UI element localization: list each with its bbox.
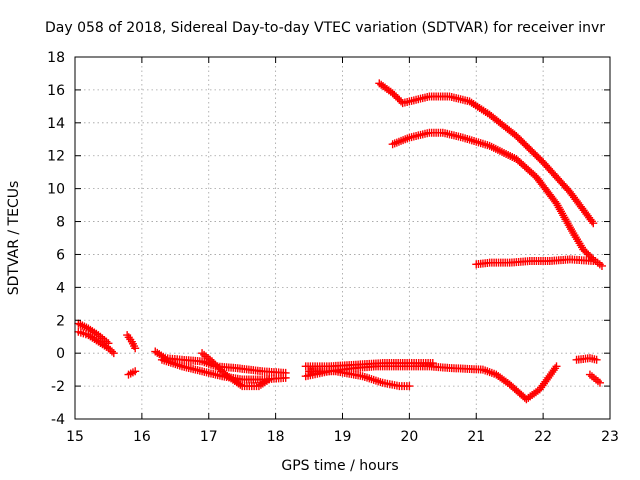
series-arc-c xyxy=(123,331,140,353)
data-point xyxy=(595,378,604,387)
series-arc-b xyxy=(74,327,118,358)
chart-title: Day 058 of 2018, Sidereal Day-to-day VTE… xyxy=(45,20,605,36)
x-tick-label: 17 xyxy=(200,429,218,445)
x-tick-label: 18 xyxy=(267,429,285,445)
data-point-interp xyxy=(108,347,117,356)
y-tick-label: 6 xyxy=(56,247,65,263)
data-point xyxy=(405,382,414,391)
series-arc-l xyxy=(585,370,604,387)
y-tick-label: 14 xyxy=(47,116,65,132)
series-arc-g xyxy=(198,349,273,391)
data-point-interp xyxy=(236,380,245,389)
x-tick-label: 23 xyxy=(601,429,619,445)
data-point xyxy=(589,257,598,266)
axis-ticks: 15 16 17 18 19 20 21 22 23 -4 -2 0 2 4 6 8 10 12 14 16 18 xyxy=(47,50,619,445)
data-point xyxy=(131,367,140,376)
data-point-interp xyxy=(551,364,560,373)
y-tick-label: -4 xyxy=(51,412,65,428)
data-point-interp xyxy=(587,217,596,226)
data-point xyxy=(131,344,140,353)
series-arc-d xyxy=(124,367,140,379)
y-tick-label: 12 xyxy=(47,149,65,165)
x-axis-label: GPS time / hours xyxy=(281,458,398,474)
y-tick-label: 8 xyxy=(56,215,65,231)
x-tick-label: 22 xyxy=(534,429,552,445)
x-tick-label: 21 xyxy=(467,429,485,445)
y-tick-label: -2 xyxy=(51,379,65,395)
y-tick-label: 0 xyxy=(56,346,65,362)
series-arc-m xyxy=(375,79,598,228)
series-arc-o xyxy=(472,255,598,269)
data-point xyxy=(264,375,273,384)
x-tick-label: 16 xyxy=(133,429,151,445)
x-tick-label: 19 xyxy=(334,429,352,445)
data-point xyxy=(552,362,561,371)
data-series xyxy=(74,79,606,404)
x-tick-label: 15 xyxy=(66,429,84,445)
series-arc-k xyxy=(572,354,601,364)
y-axis-label: SDTVAR / TECUs xyxy=(6,181,22,296)
y-tick-label: 2 xyxy=(56,313,65,329)
series-arc-e xyxy=(151,347,290,377)
data-point xyxy=(597,261,606,270)
data-point xyxy=(109,349,118,358)
y-tick-label: 16 xyxy=(47,83,65,99)
y-tick-label: 10 xyxy=(47,182,65,198)
y-tick-label: 4 xyxy=(56,280,65,296)
data-point xyxy=(592,355,601,364)
x-tick-label: 20 xyxy=(400,429,418,445)
series-arc-j xyxy=(305,367,414,391)
data-point xyxy=(281,373,290,382)
y-tick-label: 18 xyxy=(47,50,65,66)
data-point xyxy=(589,219,598,228)
